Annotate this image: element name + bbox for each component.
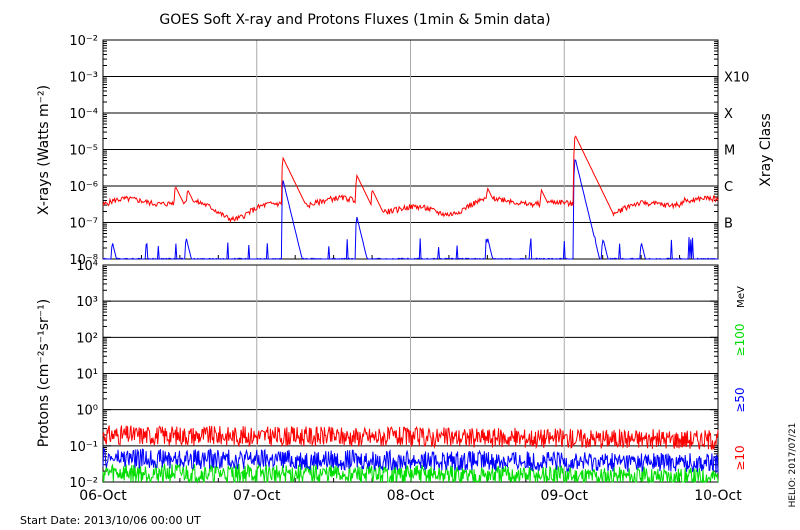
x-tick-label: 06-Oct bbox=[79, 488, 127, 504]
xray-tick-label: 10⁻⁶ bbox=[69, 180, 98, 195]
xray-tick-label: 10⁻⁴ bbox=[69, 107, 98, 122]
x-tick-label: 07-Oct bbox=[233, 488, 281, 504]
xray-class-label: X10 bbox=[724, 71, 749, 86]
proton-tick-label: 10⁴ bbox=[76, 259, 98, 274]
xray-class-label: M bbox=[724, 144, 735, 159]
proton-tick-label: 10⁻² bbox=[69, 476, 98, 491]
x-tick-label: 08-Oct bbox=[387, 488, 435, 504]
x-tick-label: 10-Oct bbox=[694, 488, 742, 504]
xray-class-label: X bbox=[724, 107, 733, 122]
proton-tick-label: 10¹ bbox=[76, 368, 98, 383]
proton-panel: 10⁻² 10⁻¹ 10⁰ 10¹ 10² 10³ 10⁴ ≥10 ≥50 ≥100 bbox=[69, 259, 747, 491]
xray-tick-label: 10⁻⁸ bbox=[69, 253, 98, 268]
proton-tick-label: 10³ bbox=[76, 295, 98, 310]
xray-panel: 10⁻⁸ 10⁻⁷ 10⁻⁶ 10⁻⁵ 10⁻⁴ 10⁻³ 10⁻² B C M X X10 bbox=[69, 34, 749, 268]
xray-class-label: B bbox=[724, 217, 733, 232]
xray-tick-label: 10⁻⁵ bbox=[69, 144, 98, 159]
xray-long-series bbox=[102, 135, 719, 224]
xray-y-axis-label: X-rays (Watts m⁻²) bbox=[36, 85, 52, 215]
xray-tick-label: 10⁻² bbox=[69, 34, 98, 49]
energy-unit-label: MeV bbox=[736, 286, 747, 308]
proton-series bbox=[102, 425, 719, 451]
proton-tick-label: 10⁰ bbox=[76, 404, 98, 419]
start-date-label: Start Date: 2013/10/06 00:00 UT bbox=[20, 514, 201, 527]
xray-class-label: C bbox=[724, 180, 733, 195]
proton-y-axis-label: Protons (cm⁻²s⁻¹sr⁻¹) bbox=[36, 299, 52, 448]
proton-legend-label: ≥10 bbox=[733, 445, 747, 470]
xray-tick-label: 10⁻³ bbox=[69, 71, 98, 86]
credit-label: HELIO: 2017/07/21 bbox=[788, 423, 798, 508]
xray-class-axis-label: Xray Class bbox=[758, 113, 774, 187]
proton-legend-label: ≥50 bbox=[733, 387, 747, 412]
proton-tick-label: 10² bbox=[76, 331, 98, 346]
proton-series bbox=[102, 446, 719, 473]
xray-short-series bbox=[102, 159, 718, 260]
chart-title: GOES Soft X-ray and Protons Fluxes (1min… bbox=[159, 12, 550, 28]
x-tick-label: 09-Oct bbox=[541, 488, 589, 504]
proton-tick-label: 10⁻¹ bbox=[69, 440, 98, 455]
proton-legend-label: ≥100 bbox=[733, 324, 747, 357]
xray-tick-label: 10⁻⁷ bbox=[69, 217, 98, 232]
